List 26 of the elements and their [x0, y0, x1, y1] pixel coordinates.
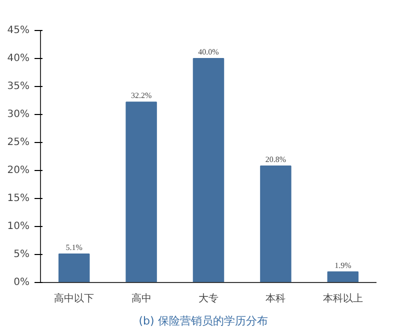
- bar: [58, 253, 90, 282]
- data-label: 20.8%: [265, 155, 286, 164]
- bar: [126, 102, 157, 282]
- bar: [327, 271, 359, 282]
- bar: [192, 58, 224, 282]
- y-tick-label: 30%: [7, 109, 30, 120]
- x-tick-label: 大专: [198, 292, 218, 304]
- data-label: 32.2%: [130, 91, 152, 100]
- x-tick-label: 高中以下: [54, 292, 94, 304]
- y-tick-label: 20%: [7, 165, 30, 176]
- bar: [260, 166, 292, 282]
- y-tick-label: 5%: [14, 249, 30, 260]
- y-tick-label: 40%: [7, 53, 30, 64]
- y-tick-label: 10%: [7, 221, 30, 232]
- x-tick-label: 高中: [131, 292, 152, 304]
- y-tick-label: 35%: [7, 81, 30, 92]
- x-tick-label: 本科: [266, 292, 286, 304]
- y-tick-label: 45%: [7, 25, 30, 36]
- y-tick-label: 0%: [14, 277, 30, 288]
- data-label: 40.0%: [198, 48, 220, 56]
- data-label: 1.9%: [334, 260, 352, 270]
- x-tick-label: 本科以上: [322, 292, 363, 304]
- y-tick-label: 25%: [7, 137, 30, 148]
- data-label: 5.1%: [66, 242, 83, 252]
- text: (b) 保险营销员的学历分布: [138, 314, 268, 328]
- y-tick-label: 15%: [7, 193, 30, 204]
